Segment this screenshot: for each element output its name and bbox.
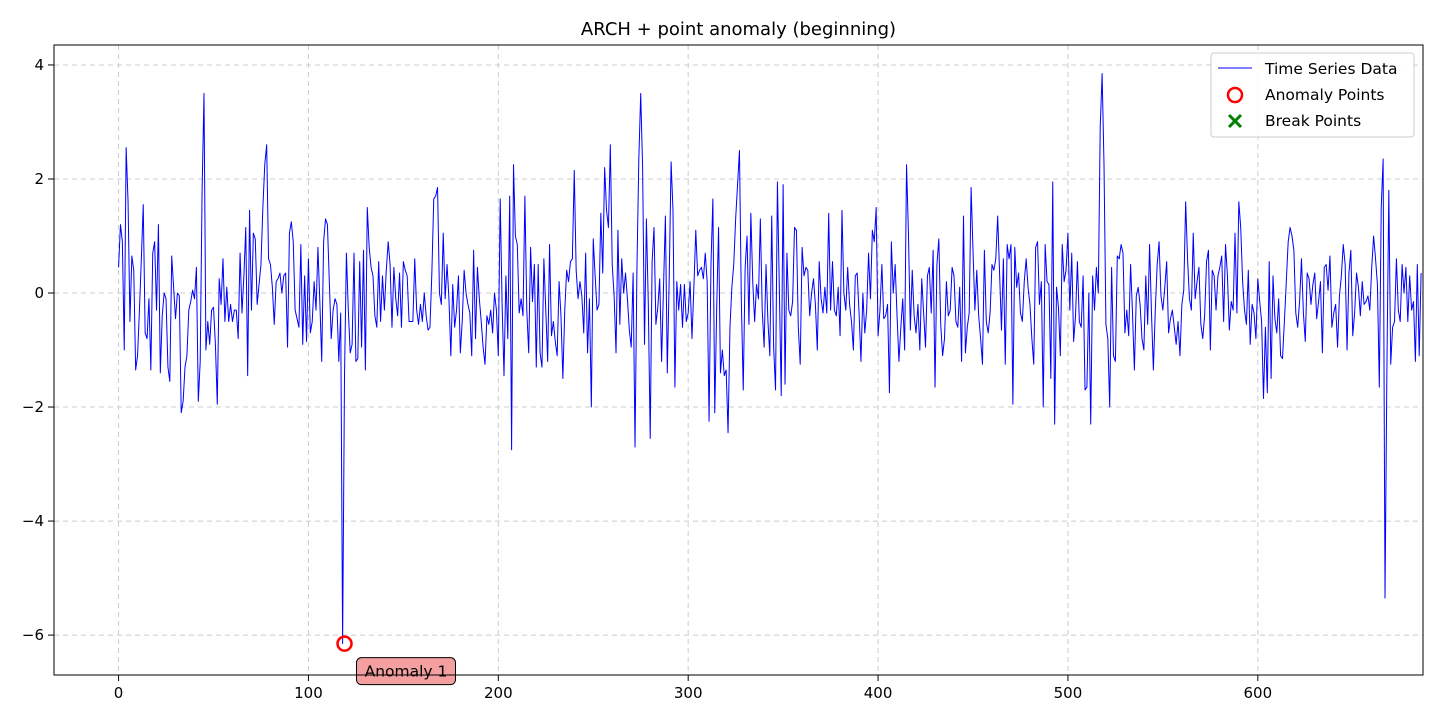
plot-area bbox=[118, 73, 1422, 645]
y-tick-label: 0 bbox=[34, 284, 44, 302]
legend-label-series: Time Series Data bbox=[1264, 60, 1397, 78]
plot-frame bbox=[53, 44, 1424, 676]
legend-label-break: Break Points bbox=[1265, 112, 1361, 130]
series-line-time-series-data bbox=[118, 73, 1422, 645]
x-tick-label: 100 bbox=[294, 684, 323, 702]
x-tick-label: 400 bbox=[864, 684, 893, 702]
legend-break-x-icon bbox=[1227, 113, 1243, 129]
legend-anomaly-circle-icon bbox=[1226, 86, 1244, 104]
x-tick-label: 500 bbox=[1054, 684, 1083, 702]
x-tick-label: 300 bbox=[674, 684, 703, 702]
legend-label-anomaly: Anomaly Points bbox=[1265, 86, 1384, 104]
x-tick-label: 0 bbox=[114, 684, 124, 702]
legend: Time Series Data Anomaly Points Break Po… bbox=[1210, 52, 1415, 138]
y-tick-label: −6 bbox=[22, 626, 44, 644]
grid-lines bbox=[54, 45, 1423, 675]
y-tick-label: −4 bbox=[22, 512, 44, 530]
anomaly-annotation-box bbox=[356, 657, 457, 686]
y-axis-ticks: −6 −4 −2 0 2 4 bbox=[22, 56, 54, 644]
y-tick-label: 4 bbox=[34, 56, 44, 74]
x-tick-label: 200 bbox=[484, 684, 513, 702]
chart-title: ARCH + point anomaly (beginning) bbox=[581, 19, 896, 40]
x-tick-label: 600 bbox=[1243, 684, 1272, 702]
x-axis-ticks: 0 100 200 300 400 500 600 bbox=[114, 675, 1272, 702]
y-tick-label: −2 bbox=[22, 398, 44, 416]
anomaly-annotation-label: Anomaly 1 bbox=[365, 663, 448, 681]
anomaly-point-marker bbox=[336, 635, 353, 652]
anomaly-markers: Anomaly 1 bbox=[336, 635, 457, 686]
y-tick-label: 2 bbox=[34, 170, 44, 188]
legend-box bbox=[1210, 52, 1415, 138]
